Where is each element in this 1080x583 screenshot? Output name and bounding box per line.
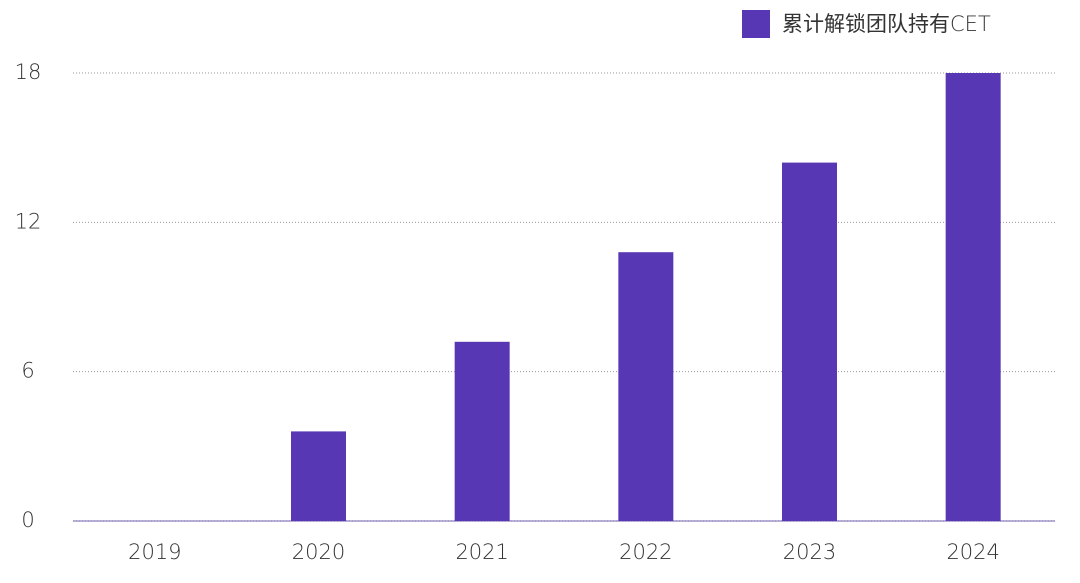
y-tick-label: 6 bbox=[21, 359, 34, 383]
y-tick-label: 12 bbox=[15, 209, 42, 233]
legend-swatch bbox=[742, 10, 770, 38]
bar bbox=[618, 252, 674, 521]
x-tick-label: 2022 bbox=[619, 540, 672, 564]
y-tick-label: 18 bbox=[15, 60, 42, 84]
x-tick-label: 2023 bbox=[783, 540, 836, 564]
bar bbox=[454, 341, 510, 521]
y-tick-label: 0 bbox=[21, 508, 34, 532]
bar bbox=[291, 431, 346, 521]
bar bbox=[945, 73, 1001, 521]
x-tick-label: 2024 bbox=[946, 540, 999, 564]
x-tick-label: 2020 bbox=[292, 540, 345, 564]
x-tick-label: 2021 bbox=[455, 540, 508, 564]
bar bbox=[782, 162, 837, 521]
legend-label: 累计解锁团队持有CET bbox=[782, 12, 991, 36]
x-tick-label: 2019 bbox=[128, 540, 181, 564]
